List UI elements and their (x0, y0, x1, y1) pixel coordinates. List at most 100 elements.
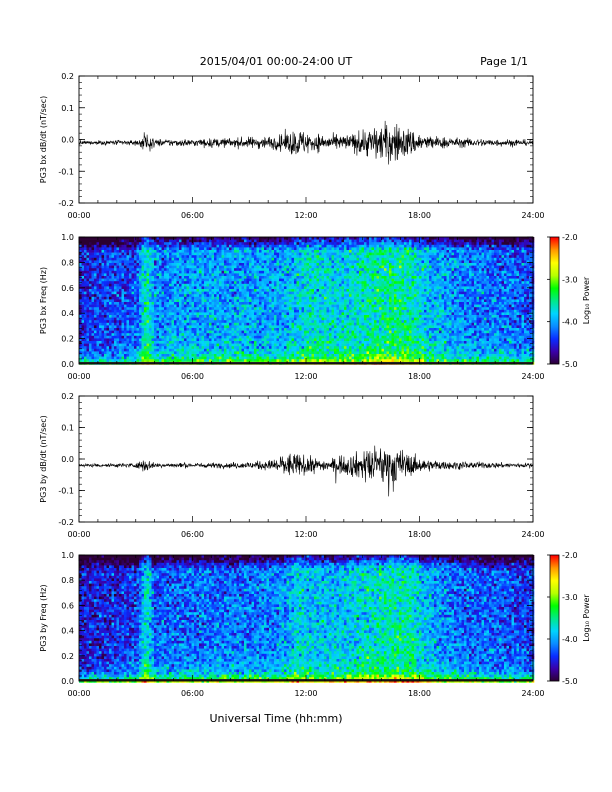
spectrogram-cell (264, 335, 267, 339)
spectrogram-cell (266, 286, 270, 290)
spectrogram-cell (256, 291, 260, 295)
spectrogram-cell (126, 309, 130, 313)
spectrogram-cell (224, 286, 227, 290)
spectrogram-cell (296, 354, 300, 357)
spectrogram-cell (221, 359, 225, 363)
spectrogram-cell (154, 351, 157, 355)
spectrogram-cell (176, 343, 180, 347)
spectrogram-cell (166, 341, 170, 344)
spectrogram-cell (121, 302, 125, 305)
spectrogram-cell (276, 333, 280, 337)
spectrogram-cell (94, 239, 97, 243)
spectrogram-cell (114, 322, 117, 326)
spectrogram-cell (274, 354, 277, 357)
spectrogram-cell (201, 270, 205, 274)
spectrogram-cell (256, 286, 260, 290)
spectrogram-cell (111, 289, 115, 292)
spectrogram-cell (259, 283, 262, 287)
spectrogram-cell (184, 239, 187, 243)
spectrogram-cell (189, 265, 192, 269)
spectrogram-cell (281, 341, 285, 344)
spectrogram-cell (236, 309, 240, 313)
spectrogram-cell (124, 296, 127, 300)
spectrogram-cell (244, 278, 247, 282)
spectrogram-cell (184, 265, 187, 269)
spectrogram-cell (226, 281, 230, 285)
spectrogram-cell (104, 302, 107, 305)
spectrogram-cell (264, 286, 267, 290)
spectrogram-cell (179, 268, 182, 272)
spectrogram-cell (256, 315, 260, 318)
spectrogram-cell (326, 273, 330, 277)
spectrogram-cell (301, 356, 305, 360)
spectrogram-cell (306, 346, 310, 350)
spectrogram-cell (121, 237, 125, 240)
spectrogram-cell (311, 268, 315, 272)
spectrogram-cell (209, 346, 212, 350)
spectrogram-cell (216, 242, 220, 246)
spectrogram-cell (324, 270, 327, 274)
spectrogram-cell (264, 309, 267, 313)
spectrogram-cell (176, 252, 180, 256)
spectrogram-cell (206, 338, 210, 342)
spectrogram-cell (299, 328, 302, 331)
spectrogram-cell (219, 260, 222, 264)
spectrogram-cell (271, 320, 275, 324)
spectrogram-cell (209, 270, 212, 274)
spectrogram-cell (91, 304, 95, 308)
spectrogram-cell (276, 307, 280, 311)
spectrogram-cell (271, 296, 275, 300)
spectrogram-cell (314, 257, 317, 261)
spectrogram-cell (309, 242, 312, 246)
spectrogram-cell (111, 354, 115, 357)
spectrogram-cell (316, 242, 320, 246)
spectrogram-cell (209, 294, 212, 298)
spectrogram-cell (259, 239, 262, 243)
spectrogram-cell (269, 252, 272, 256)
spectrogram-cell (261, 250, 265, 253)
spectrogram-cell (261, 328, 265, 331)
spectrogram-cell (104, 351, 107, 355)
spectrogram-cell (159, 312, 162, 316)
spectrogram-cell (274, 268, 277, 272)
spectrogram-cell (279, 255, 282, 259)
spectrogram-cell (216, 343, 220, 347)
spectrogram-cell (246, 294, 250, 298)
spectrogram-cell (116, 281, 120, 285)
spectrogram-cell (219, 276, 222, 279)
spectrogram-cell (304, 278, 307, 282)
spectrogram-cell (271, 335, 275, 339)
spectrogram-cell (299, 260, 302, 264)
spectrogram-cell (146, 299, 150, 303)
spectrogram-cell (179, 239, 182, 243)
spectrogram-cell (194, 286, 197, 290)
spectrogram-cell (321, 315, 325, 318)
spectrogram-cell (146, 348, 150, 352)
spectrogram-cell (84, 239, 87, 243)
spectrogram-cell (256, 299, 260, 303)
spectrogram-cell (176, 333, 180, 337)
spectrogram-cell (304, 343, 307, 347)
spectrogram-cell (276, 247, 280, 251)
spectrogram-cell (99, 289, 102, 292)
spectrogram-cell (131, 237, 135, 240)
spectrogram-cell (84, 322, 87, 326)
spectrogram-cell (166, 283, 170, 287)
spectrogram-cell (294, 270, 297, 274)
spectrogram-cell (194, 281, 197, 285)
spectrogram-cell (94, 283, 97, 287)
spectrogram-cell (259, 281, 262, 285)
spectrogram-cell (314, 260, 317, 264)
spectrogram-cell (106, 317, 110, 321)
spectrogram-cell (246, 260, 250, 264)
spectrogram-cell (204, 346, 207, 350)
spectrogram-cell (79, 348, 82, 352)
spectrogram-cell (156, 330, 160, 334)
spectrogram-cell (291, 325, 295, 329)
spectrogram-cell (146, 317, 150, 321)
spectrogram-cell (321, 341, 325, 344)
spectrogram-cell (104, 286, 107, 290)
spectrogram-cell (116, 244, 120, 248)
spectrogram-cell (184, 273, 187, 277)
spectrogram-cell (249, 260, 252, 264)
